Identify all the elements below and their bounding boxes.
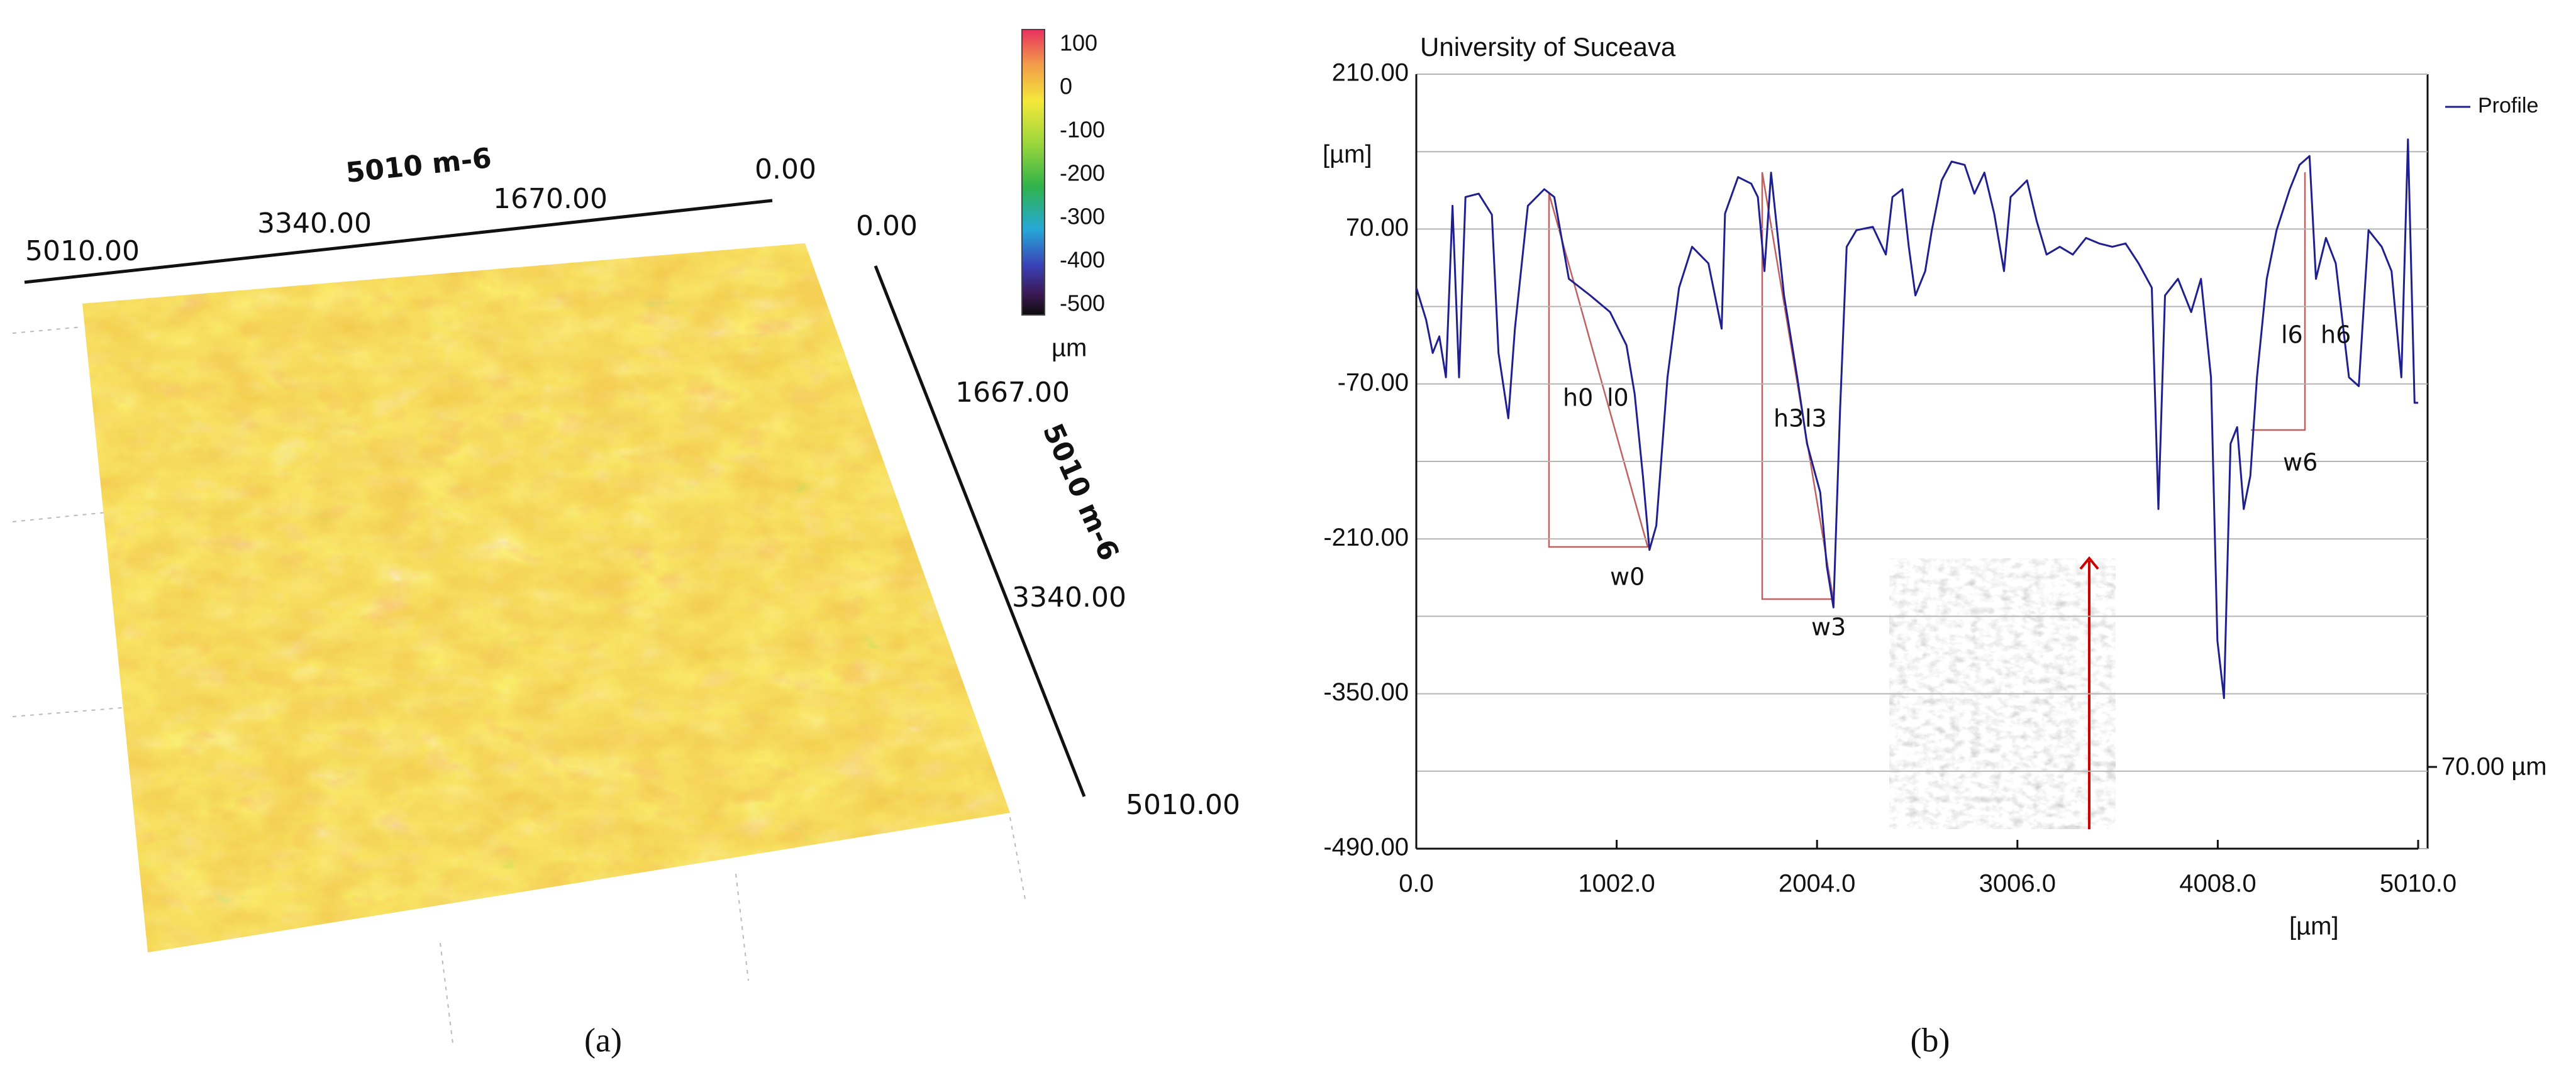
annotation: w3 [1811,614,1846,641]
colorbar-tick-label: -500 [1060,290,1105,316]
colorbar-tick-label: 100 [1060,30,1097,56]
annotation: l6 [2281,321,2303,349]
surface [82,243,1010,952]
colorbar-tick-label: 0 [1060,74,1072,99]
annotation: w0 [1610,563,1645,591]
x-tick-label: 0.0 [1399,870,1434,898]
x-tick-label: 1002.0 [1578,870,1655,898]
triangle [1548,193,1649,548]
annotation: l0 [1607,384,1629,412]
y-tick-label: 210.00 [1332,59,1409,87]
colorbar-ticks: 100 0 -100 -200 -300 -400 -500 [1060,30,1105,316]
y-axis-label: [µm] [1323,141,1372,168]
colorbar-tick-label: -200 [1060,160,1105,186]
side-axis [874,265,1086,797]
profile-marker-arrow [2079,556,2099,570]
profile-line [1416,138,2418,700]
side-axis-label: 1667.00 [955,377,1070,409]
top-axis-label: 3340.00 [257,207,372,240]
surface-panel: 5010 m-6 5010.00 3340.00 1670.00 0.00 0.… [12,29,1240,1044]
triangle [2251,172,2306,431]
colorbar-tick-label: -300 [1060,204,1105,229]
annotation: h0 [1563,384,1593,412]
top-axis-label: 5010.00 [25,235,140,267]
top-axis-title: 5010 m-6 [344,142,493,189]
series-group [1416,138,2418,700]
x-tick-label: 2004.0 [1779,870,1855,898]
x-tick-label: 5010.0 [2380,870,2457,898]
annotation: h6 [2321,321,2351,349]
colorbar-unit: µm [1052,334,1087,362]
colorbar-tick-label: -100 [1060,117,1105,143]
caption: (a) [584,1021,622,1059]
side-axis-label: 3340.00 [1012,581,1126,614]
annotation: h3 [1774,405,1804,433]
x-tick-label: 3006.0 [1979,870,2056,898]
surface-grid [12,326,1026,1044]
y-tick-label: -490.00 [1323,834,1409,861]
side-axis-title: 5010 m-6 [1036,419,1125,565]
y-tick-label: -350.00 [1323,678,1409,706]
colorbar [1021,29,1045,316]
y-tick-label: 70.00 [1346,214,1409,241]
top-axis-label: 1670.00 [493,183,608,215]
chart-title: University of Suceava [1420,32,1676,62]
y-tick-label: -210.00 [1323,524,1409,551]
annotation: w6 [2283,449,2318,477]
scale-bar-label: 70.00 µm [2441,753,2547,781]
x-tick-label: 4008.0 [2179,870,2256,898]
annotation: l3 [1805,405,1827,433]
annotation-lines [1548,172,2306,600]
side-axis-label: 0.00 [856,210,918,242]
top-axis-label: 0.00 [755,153,816,185]
colorbar-tick-label: -400 [1060,247,1105,273]
x-axis-label: [µm] [2289,913,2339,940]
top-axis [24,199,773,284]
caption: (b) [1911,1021,1950,1059]
side-axis-label: 5010.00 [1126,789,1240,821]
y-tick-label: -70.00 [1338,368,1409,396]
legend-label: Profile [2478,94,2538,118]
